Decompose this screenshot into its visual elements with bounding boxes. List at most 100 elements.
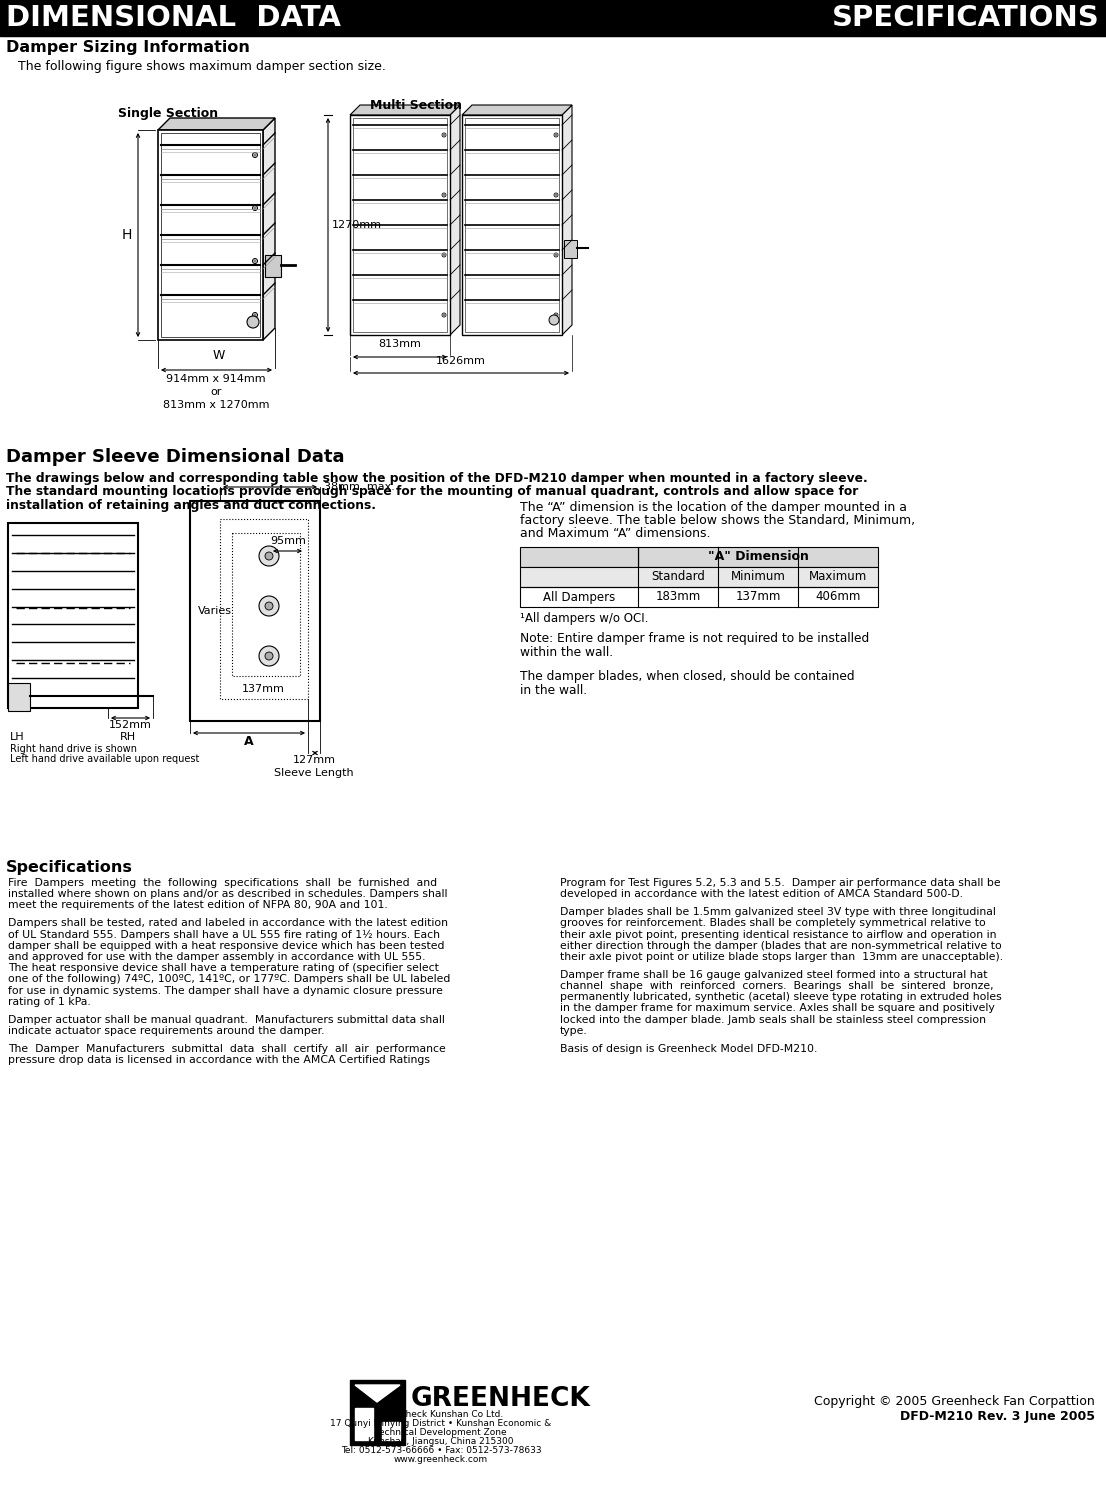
Text: Damper blades shall be 1.5mm galvanized steel 3V type with three longitudinal: Damper blades shall be 1.5mm galvanized … bbox=[560, 907, 995, 917]
Text: The “A” dimension is the location of the damper mounted in a: The “A” dimension is the location of the… bbox=[520, 500, 907, 514]
Text: indicate actuator space requirements around the damper.: indicate actuator space requirements aro… bbox=[8, 1026, 324, 1035]
Text: and approved for use with the damper assembly in accordance with UL 555.: and approved for use with the damper ass… bbox=[8, 952, 426, 962]
Text: "A" Dimension: "A" Dimension bbox=[708, 550, 808, 563]
Bar bbox=[161, 133, 260, 338]
Bar bbox=[8, 683, 30, 711]
Polygon shape bbox=[349, 105, 460, 115]
Text: Technical Development Zone: Technical Development Zone bbox=[375, 1428, 507, 1437]
Text: their axle pivot point, presenting identical resistance to airflow and operation: their axle pivot point, presenting ident… bbox=[560, 929, 997, 940]
Text: Standard: Standard bbox=[651, 571, 705, 584]
Text: meet the requirements of the latest edition of NFPA 80, 90A and 101.: meet the requirements of the latest edit… bbox=[8, 901, 388, 910]
Circle shape bbox=[254, 260, 255, 261]
Bar bbox=[465, 118, 559, 332]
Circle shape bbox=[259, 545, 279, 566]
Text: one of the following) 74ºC, 100ºC, 141ºC, or 177ºC. Dampers shall be UL labeled: one of the following) 74ºC, 100ºC, 141ºC… bbox=[8, 974, 450, 985]
Bar bbox=[520, 587, 878, 607]
Text: 38mm  max.: 38mm max. bbox=[324, 483, 395, 492]
Bar bbox=[349, 115, 450, 335]
Circle shape bbox=[555, 194, 556, 196]
Text: Specifications: Specifications bbox=[6, 861, 133, 875]
Text: Greenheck Kunshan Co Ltd.: Greenheck Kunshan Co Ltd. bbox=[378, 1410, 503, 1419]
Bar bbox=[564, 241, 577, 258]
Circle shape bbox=[265, 602, 273, 610]
Text: www.greenheck.com: www.greenheck.com bbox=[394, 1455, 488, 1464]
Text: A: A bbox=[244, 735, 253, 748]
Text: installed where shown on plans and/or as described in schedules. Dampers shall: installed where shown on plans and/or as… bbox=[8, 889, 448, 899]
Bar bbox=[0, 0, 1106, 36]
Text: LH: LH bbox=[10, 732, 24, 743]
Bar bbox=[8, 523, 138, 708]
Text: 127mm: 127mm bbox=[292, 754, 335, 765]
Polygon shape bbox=[263, 118, 275, 341]
Polygon shape bbox=[355, 1385, 400, 1401]
Text: Right hand drive is shown: Right hand drive is shown bbox=[10, 744, 137, 754]
Text: GREENHECK: GREENHECK bbox=[411, 1386, 591, 1412]
Circle shape bbox=[549, 315, 559, 326]
Text: 914mm x 914mm
or
813mm x 1270mm: 914mm x 914mm or 813mm x 1270mm bbox=[163, 374, 269, 411]
Text: Fire  Dampers  meeting  the  following  specifications  shall  be  furnished  an: Fire Dampers meeting the following speci… bbox=[8, 878, 437, 887]
Text: The following figure shows maximum damper section size.: The following figure shows maximum dampe… bbox=[18, 60, 386, 73]
Circle shape bbox=[259, 645, 279, 666]
Text: installation of retaining angles and duct connections.: installation of retaining angles and duc… bbox=[6, 499, 376, 512]
Circle shape bbox=[254, 208, 255, 209]
Text: for use in dynamic systems. The damper shall have a dynamic closure pressure: for use in dynamic systems. The damper s… bbox=[8, 986, 442, 995]
Bar bbox=[353, 118, 447, 332]
Circle shape bbox=[254, 154, 255, 155]
Text: Single Section: Single Section bbox=[118, 108, 218, 120]
Text: SPECIFICATIONS: SPECIFICATIONS bbox=[832, 4, 1100, 31]
Text: Program for Test Figures 5.2, 5.3 and 5.5.  Damper air performance data shall be: Program for Test Figures 5.2, 5.3 and 5.… bbox=[560, 878, 1001, 887]
Text: 1270mm: 1270mm bbox=[332, 220, 382, 230]
Bar bbox=[158, 130, 263, 341]
Text: permanently lubricated, synthetic (acetal) sleeve type rotating in extruded hole: permanently lubricated, synthetic (aceta… bbox=[560, 992, 1002, 1002]
Text: Minimum: Minimum bbox=[731, 571, 785, 584]
Text: locked into the damper blade. Jamb seals shall be stainless steel compression: locked into the damper blade. Jamb seals… bbox=[560, 1014, 987, 1025]
Text: 137mm: 137mm bbox=[735, 590, 781, 604]
Text: factory sleeve. The table below shows the Standard, Minimum,: factory sleeve. The table below shows th… bbox=[520, 514, 915, 527]
Bar bbox=[349, 1380, 405, 1445]
Text: of UL Standard 555. Dampers shall have a UL 555 fire rating of 1½ hours. Each: of UL Standard 555. Dampers shall have a… bbox=[8, 929, 440, 940]
Text: in the wall.: in the wall. bbox=[520, 684, 587, 698]
Circle shape bbox=[444, 314, 445, 315]
Text: grooves for reinforcement. Blades shall be completely symmetrical relative to: grooves for reinforcement. Blades shall … bbox=[560, 919, 985, 928]
Text: W: W bbox=[212, 350, 226, 362]
Text: rating of 1 kPa.: rating of 1 kPa. bbox=[8, 996, 91, 1007]
Text: developed in accordance with the latest edition of AMCA Standard 500-D.: developed in accordance with the latest … bbox=[560, 889, 963, 899]
Polygon shape bbox=[158, 118, 275, 130]
Text: within the wall.: within the wall. bbox=[520, 645, 613, 659]
Bar bbox=[355, 1407, 373, 1440]
Polygon shape bbox=[562, 105, 572, 335]
Circle shape bbox=[254, 314, 255, 317]
Text: DFD-M210 Rev. 3 June 2005: DFD-M210 Rev. 3 June 2005 bbox=[900, 1410, 1095, 1422]
Text: Note: Entire damper frame is not required to be installed: Note: Entire damper frame is not require… bbox=[520, 632, 869, 645]
Bar bbox=[232, 533, 300, 675]
Text: 183mm: 183mm bbox=[656, 590, 700, 604]
Text: Multi Section: Multi Section bbox=[371, 99, 462, 112]
Text: Left hand drive available upon request: Left hand drive available upon request bbox=[10, 754, 199, 763]
Text: and Maximum “A” dimensions.: and Maximum “A” dimensions. bbox=[520, 527, 710, 539]
Circle shape bbox=[265, 651, 273, 660]
Polygon shape bbox=[450, 105, 460, 335]
Circle shape bbox=[555, 254, 556, 255]
Text: The heat responsive device shall have a temperature rating of (specifier select: The heat responsive device shall have a … bbox=[8, 964, 439, 973]
Text: 137mm: 137mm bbox=[242, 684, 285, 695]
Text: either direction through the damper (blades that are non-symmetrical relative to: either direction through the damper (bla… bbox=[560, 941, 1002, 950]
Bar bbox=[220, 518, 307, 699]
Text: Sleeve Length: Sleeve Length bbox=[274, 768, 354, 778]
Circle shape bbox=[555, 134, 556, 136]
Text: Damper actuator shall be manual quadrant.  Manufacturers submittal data shall: Damper actuator shall be manual quadrant… bbox=[8, 1014, 445, 1025]
Circle shape bbox=[555, 314, 556, 315]
Text: Maximum: Maximum bbox=[808, 571, 867, 584]
Text: Basis of design is Greenheck Model DFD-M210.: Basis of design is Greenheck Model DFD-M… bbox=[560, 1044, 817, 1053]
Text: channel  shape  with  reinforced  corners.  Bearings  shall  be  sintered  bronz: channel shape with reinforced corners. B… bbox=[560, 982, 993, 991]
Text: DIMENSIONAL  DATA: DIMENSIONAL DATA bbox=[6, 4, 341, 31]
Text: 406mm: 406mm bbox=[815, 590, 860, 604]
Bar bbox=[190, 500, 320, 722]
Text: Dampers shall be tested, rated and labeled in accordance with the latest edition: Dampers shall be tested, rated and label… bbox=[8, 919, 448, 928]
Text: The standard mounting locations provide enough space for the mounting of manual : The standard mounting locations provide … bbox=[6, 486, 858, 499]
Text: Damper Sleeve Dimensional Data: Damper Sleeve Dimensional Data bbox=[6, 448, 344, 466]
Text: type.: type. bbox=[560, 1026, 587, 1035]
Text: The damper blades, when closed, should be contained: The damper blades, when closed, should b… bbox=[520, 669, 855, 683]
Text: damper shall be equipped with a heat responsive device which has been tested: damper shall be equipped with a heat res… bbox=[8, 941, 445, 950]
Text: 1626mm: 1626mm bbox=[436, 356, 486, 366]
Text: 95mm: 95mm bbox=[270, 536, 306, 545]
